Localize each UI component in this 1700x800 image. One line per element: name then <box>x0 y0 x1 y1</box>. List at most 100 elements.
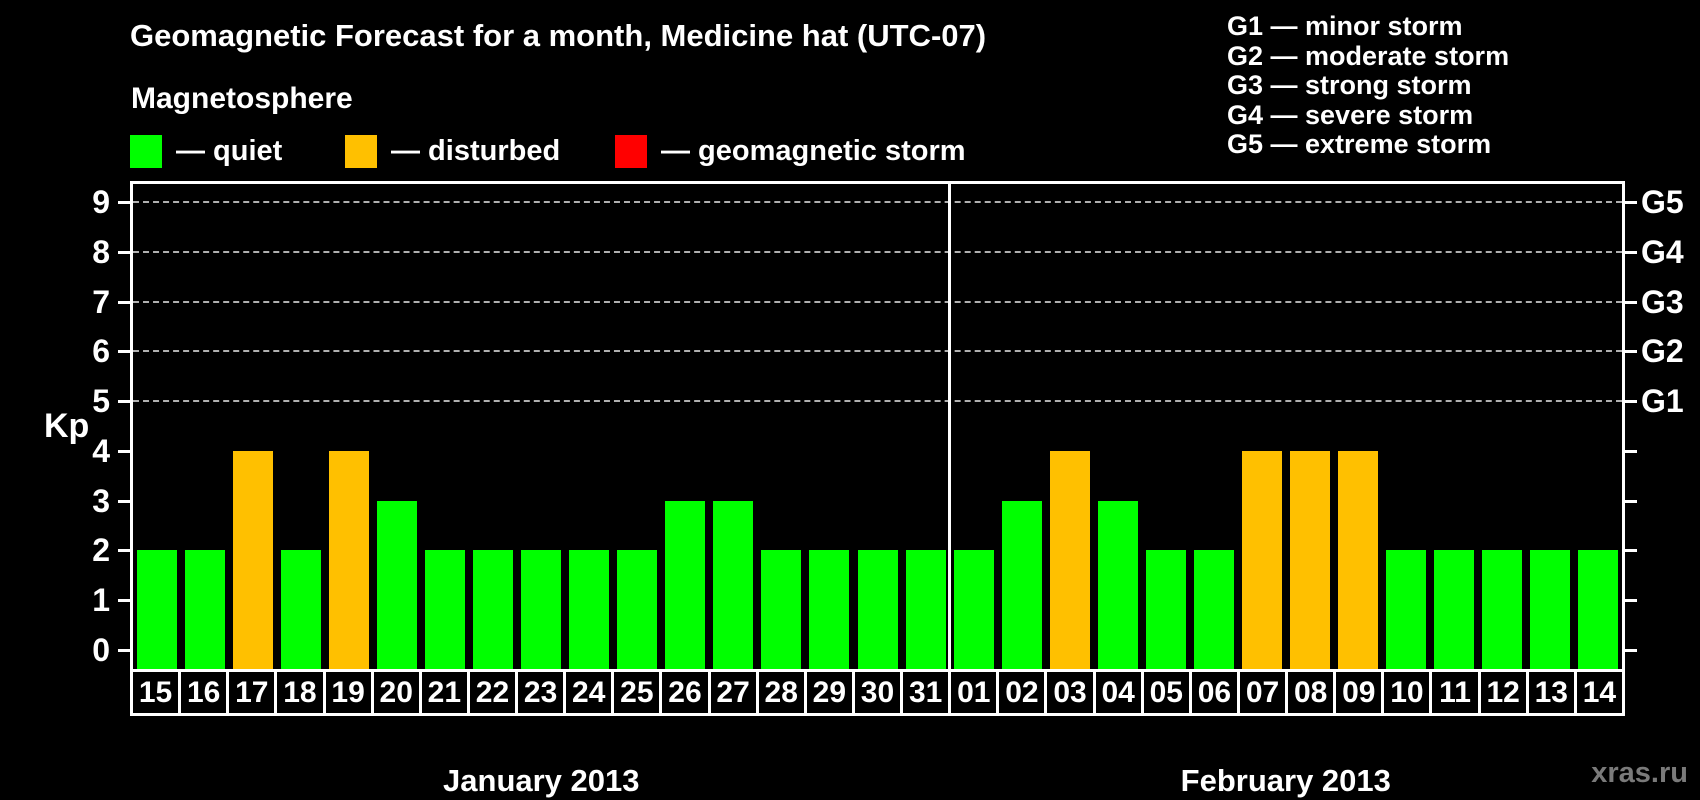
kp-bar-february-14 <box>1577 550 1618 669</box>
day-cell-02: 02 <box>999 672 1045 713</box>
y-axis-tick-left-1 <box>118 599 130 603</box>
day-cell-17: 17 <box>229 672 275 713</box>
gridline-kp7 <box>133 300 1622 303</box>
kp-bar-february-07 <box>1241 450 1282 669</box>
g-legend-line-g3: G3 — strong storm <box>1227 70 1472 101</box>
y-tick-label-0: 0 <box>92 632 110 668</box>
y-axis-tick-right-3 <box>1625 499 1637 503</box>
right-axis-label-g4: G4 <box>1641 233 1684 270</box>
legend-heading: Magnetosphere <box>131 82 353 115</box>
kp-bar-february-02 <box>1001 500 1042 669</box>
day-cell-22: 22 <box>469 672 516 713</box>
y-axis-tick-right-8 <box>1625 250 1637 254</box>
day-cell-06: 06 <box>1191 672 1237 713</box>
kp-bar-february-04 <box>1097 500 1138 669</box>
legend-label-disturbed: — disturbed <box>391 134 561 167</box>
g-legend-line-g2: G2 — moderate storm <box>1227 40 1510 71</box>
kp-bar-february-05 <box>1145 550 1186 669</box>
kp-bar-february-06 <box>1193 550 1234 669</box>
kp-bar-february-08 <box>1289 450 1330 669</box>
y-axis-tick-left-0 <box>118 649 130 652</box>
month-separator-line <box>948 184 952 669</box>
kp-bar-january-23 <box>521 550 562 669</box>
kp-bar-february-10 <box>1385 550 1426 669</box>
y-tick-label-6: 6 <box>92 333 110 370</box>
watermark: xras.ru <box>1591 757 1688 789</box>
day-cell-24: 24 <box>566 672 612 713</box>
day-cell-01: 01 <box>951 672 997 713</box>
y-axis-tick-left-4 <box>118 449 130 453</box>
day-cell-19: 19 <box>325 672 371 713</box>
legend-item-disturbed: — disturbed <box>345 133 560 169</box>
g-legend-line-g4: G4 — severe storm <box>1227 99 1474 130</box>
day-cell-30: 30 <box>854 672 901 713</box>
kp-bar-february-12 <box>1481 550 1522 669</box>
kp-bar-february-11 <box>1433 550 1474 669</box>
day-cell-10: 10 <box>1384 672 1430 713</box>
day-cell-08: 08 <box>1288 672 1334 713</box>
kp-bar-january-26 <box>665 500 706 669</box>
y-tick-label-8: 8 <box>92 233 110 270</box>
kp-bar-january-29 <box>809 550 850 669</box>
y-tick-label-9: 9 <box>92 183 110 220</box>
day-cell-13: 13 <box>1528 672 1574 713</box>
gridline-kp6 <box>133 350 1622 353</box>
kp-bar-february-09 <box>1337 450 1378 669</box>
day-cell-04: 04 <box>1095 672 1141 713</box>
y-axis-tick-left-7 <box>118 300 130 304</box>
gridline-kp8 <box>133 250 1622 253</box>
kp-bar-january-16 <box>185 550 226 669</box>
kp-bar-january-22 <box>473 550 514 669</box>
day-cell-21: 21 <box>421 672 467 713</box>
y-tick-label-4: 4 <box>92 432 110 469</box>
y-tick-label-1: 1 <box>92 582 110 619</box>
kp-bar-january-21 <box>425 550 466 669</box>
day-cell-25: 25 <box>614 672 660 713</box>
y-tick-label-7: 7 <box>92 283 110 320</box>
gridline-kp5 <box>133 400 1622 403</box>
page-title: Geomagnetic Forecast for a month, Medici… <box>130 18 987 53</box>
month-label-january: January 2013 <box>443 763 640 798</box>
day-cell-09: 09 <box>1336 672 1382 713</box>
legend-item-storm: — geomagnetic storm <box>615 133 966 169</box>
day-cell-15: 15 <box>133 672 179 713</box>
kp-bar-february-13 <box>1529 550 1570 669</box>
x-axis-day-cells: 15 16 17 18 19 20 21 22 23 24 25 26 27 28 29 30 31 01 02 03… <box>130 669 1625 716</box>
legend-item-quiet: — quiet <box>130 133 282 169</box>
day-cell-29: 29 <box>806 672 852 713</box>
y-axis-tick-left-2 <box>118 549 130 553</box>
day-cell-12: 12 <box>1480 672 1526 713</box>
day-cell-18: 18 <box>277 672 323 713</box>
day-cell-27: 27 <box>710 672 756 713</box>
quiet-color-swatch <box>130 134 162 168</box>
legend-label-storm: — geomagnetic storm <box>661 134 966 167</box>
y-axis-tick-right-2 <box>1625 549 1637 553</box>
day-cell-20: 20 <box>373 672 419 713</box>
legend-label-quiet: — quiet <box>176 134 283 167</box>
day-cell-07: 07 <box>1239 672 1286 713</box>
day-cell-16: 16 <box>181 672 227 713</box>
kp-bar-january-27 <box>713 500 754 669</box>
y-axis-title: Kp <box>44 407 90 445</box>
y-axis-tick-right-1 <box>1625 599 1637 603</box>
day-cell-05: 05 <box>1143 672 1189 713</box>
month-label-february: February 2013 <box>1180 763 1391 798</box>
kp-bar-february-01 <box>953 550 994 669</box>
right-axis-label-g1: G1 <box>1641 383 1684 420</box>
day-cell-11: 11 <box>1432 672 1478 713</box>
g-scale-legend: G1 — minor storm G2 — moderate storm G3 … <box>1227 11 1510 160</box>
kp-bar-january-19 <box>329 450 370 669</box>
kp-bar-january-17 <box>233 450 274 669</box>
right-axis-label-g3: G3 <box>1641 283 1684 320</box>
kp-bar-january-15 <box>137 550 178 669</box>
disturbed-color-swatch <box>345 134 377 168</box>
gridline-kp9 <box>133 200 1622 203</box>
day-cell-31: 31 <box>903 672 949 713</box>
y-axis-tick-right-4 <box>1625 449 1637 453</box>
right-axis-label-g5: G5 <box>1641 183 1684 220</box>
y-axis-tick-right-9 <box>1625 200 1637 204</box>
y-axis-tick-left-3 <box>118 499 130 503</box>
y-axis-tick-right-5 <box>1625 400 1637 404</box>
g-legend-line-g5: G5 — extreme storm <box>1227 129 1492 160</box>
